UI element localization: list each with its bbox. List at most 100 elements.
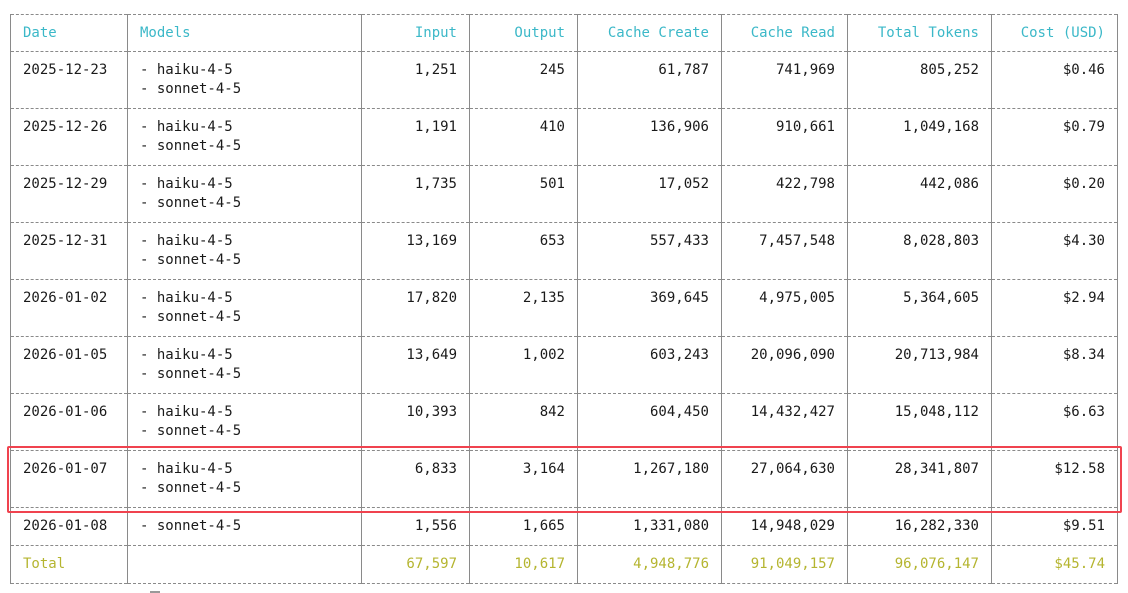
model-item: - sonnet-4-5 [140,480,242,496]
cell-cost: $4.30 [991,222,1118,280]
header-input: Input [361,14,470,52]
cell-cost: $0.20 [991,165,1118,223]
cell-output: 3,164 [469,450,578,508]
cell-cache-create: 1,331,080 [577,507,722,546]
cell-input: 17,820 [361,279,470,337]
header-cache-read: Cache Read [721,14,848,52]
model-item: - haiku-4-5 [140,404,233,420]
table-row: 2025-12-26 - haiku-4-5 - sonnet-4-5 1,191… [10,108,1118,166]
table-row-highlighted: 2026-01-07 - haiku-4-5 - sonnet-4-5 6,833… [10,450,1118,508]
cell-models: - haiku-4-5 - sonnet-4-5 [127,51,362,109]
cell-date: 2025-12-31 [10,222,128,280]
cell-total-tokens: 28,341,807 [847,450,992,508]
cell-models: - haiku-4-5 - sonnet-4-5 [127,108,362,166]
cell-input: 1,191 [361,108,470,166]
cell-date: 2026-01-06 [10,393,128,451]
cell-total-tokens: 15,048,112 [847,393,992,451]
cell-cache-read: 14,432,427 [721,393,848,451]
cell-date: 2026-01-08 [10,507,128,546]
cell-cache-create: 557,433 [577,222,722,280]
table-row: 2026-01-08 - sonnet-4-5 1,556 1,665 1,33… [10,507,1118,546]
cell-cache-read: 422,798 [721,165,848,223]
cell-cache-create: 61,787 [577,51,722,109]
cell-cache-read: 910,661 [721,108,848,166]
cell-output: 2,135 [469,279,578,337]
cell-cost: $2.94 [991,279,1118,337]
total-label: Total [10,545,128,584]
model-item: - sonnet-4-5 [140,138,242,154]
model-item: - sonnet-4-5 [140,309,242,325]
cell-input: 1,251 [361,51,470,109]
cell-input: 1,556 [361,507,470,546]
cell-models: - haiku-4-5 - sonnet-4-5 [127,450,362,508]
cell-models: - sonnet-4-5 [127,507,362,546]
cell-output: 653 [469,222,578,280]
cell-total-tokens: 5,364,605 [847,279,992,337]
terminal-cursor [150,591,160,593]
cell-cost: $0.46 [991,51,1118,109]
header-output: Output [469,14,578,52]
cell-cost: $0.79 [991,108,1118,166]
cell-output: 245 [469,51,578,109]
model-item: - haiku-4-5 [140,176,233,192]
total-output: 10,617 [469,545,578,584]
cell-cache-create: 1,267,180 [577,450,722,508]
cell-total-tokens: 8,028,803 [847,222,992,280]
cell-cache-read: 4,975,005 [721,279,848,337]
cell-models: - haiku-4-5 - sonnet-4-5 [127,165,362,223]
cell-cache-read: 20,096,090 [721,336,848,394]
cell-cache-create: 603,243 [577,336,722,394]
header-models: Models [127,14,362,52]
model-item: - sonnet-4-5 [140,423,242,439]
model-item: - haiku-4-5 [140,62,233,78]
cell-output: 410 [469,108,578,166]
cell-cost: $12.58 [991,450,1118,508]
total-cost: $45.74 [991,545,1118,584]
cell-models: - haiku-4-5 - sonnet-4-5 [127,222,362,280]
cell-input: 10,393 [361,393,470,451]
cell-models: - haiku-4-5 - sonnet-4-5 [127,279,362,337]
cell-total-tokens: 16,282,330 [847,507,992,546]
header-cost: Cost (USD) [991,14,1118,52]
total-total-tokens: 96,076,147 [847,545,992,584]
usage-table: Date Models Input Output Cache Create Ca… [10,14,1118,584]
cell-cache-read: 7,457,548 [721,222,848,280]
table-row: 2026-01-02 - haiku-4-5 - sonnet-4-5 17,82… [10,279,1118,337]
total-cache-create: 4,948,776 [577,545,722,584]
table-row: 2026-01-06 - haiku-4-5 - sonnet-4-5 10,39… [10,393,1118,451]
cell-input: 1,735 [361,165,470,223]
cell-output: 501 [469,165,578,223]
cell-total-tokens: 442,086 [847,165,992,223]
cell-total-tokens: 805,252 [847,51,992,109]
model-item: - haiku-4-5 [140,233,233,249]
cell-cache-read: 741,969 [721,51,848,109]
model-item: - haiku-4-5 [140,461,233,477]
cell-date: 2025-12-23 [10,51,128,109]
header-total-tokens: Total Tokens [847,14,992,52]
model-item: - sonnet-4-5 [140,195,242,211]
table-row: 2025-12-29 - haiku-4-5 - sonnet-4-5 1,735… [10,165,1118,223]
total-input: 67,597 [361,545,470,584]
cell-total-tokens: 1,049,168 [847,108,992,166]
cell-cache-read: 14,948,029 [721,507,848,546]
model-item: - sonnet-4-5 [140,518,242,534]
cell-output: 1,002 [469,336,578,394]
cell-date: 2026-01-07 [10,450,128,508]
cell-models: - haiku-4-5 - sonnet-4-5 [127,336,362,394]
model-item: - haiku-4-5 [140,347,233,363]
cell-cost: $8.34 [991,336,1118,394]
table-row: 2025-12-31 - haiku-4-5 - sonnet-4-5 13,16… [10,222,1118,280]
table-row: 2026-01-05 - haiku-4-5 - sonnet-4-5 13,64… [10,336,1118,394]
model-item: - sonnet-4-5 [140,366,242,382]
cell-cost: $9.51 [991,507,1118,546]
total-models [127,545,362,584]
model-item: - haiku-4-5 [140,290,233,306]
table-row: 2025-12-23 - haiku-4-5 - sonnet-4-5 1,251… [10,51,1118,109]
cell-input: 13,649 [361,336,470,394]
header-date: Date [10,14,128,52]
cell-input: 6,833 [361,450,470,508]
cell-output: 1,665 [469,507,578,546]
cell-models: - haiku-4-5 - sonnet-4-5 [127,393,362,451]
cell-input: 13,169 [361,222,470,280]
cell-date: 2025-12-26 [10,108,128,166]
